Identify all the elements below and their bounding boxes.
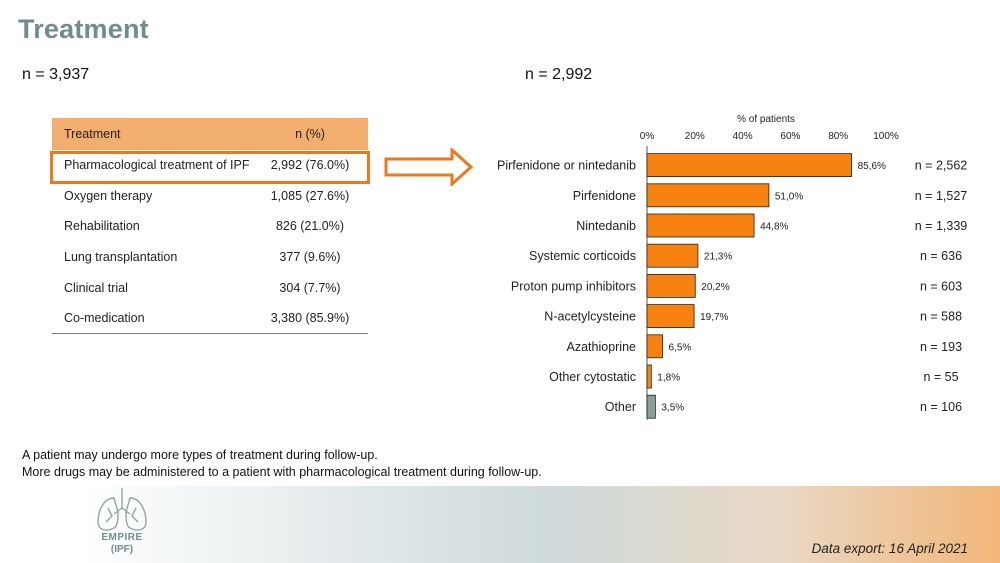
treatment-cell: Co-medication	[52, 302, 252, 335]
right-arrow-icon	[384, 148, 474, 186]
category-label: Other	[605, 400, 636, 414]
treatment-table: Treatment n (%) Pharmacological treatmen…	[52, 118, 368, 335]
bar	[646, 273, 696, 298]
count-cell: 377 (9.6%)	[279, 250, 341, 265]
category-label: Other cytostatic	[549, 370, 636, 384]
count-label: n = 55	[923, 370, 958, 384]
logo-text: EMPIRE	[101, 532, 143, 543]
x-tick-label: 0%	[640, 131, 655, 142]
header-n: n (%)	[252, 118, 368, 150]
treatment-cell: Oxygen therapy	[64, 188, 153, 203]
lungs-logo-icon	[97, 488, 147, 531]
value-label: 3,5%	[661, 403, 684, 414]
count-cell: 1,085 (27.6%)	[270, 188, 350, 203]
count-cell: 826 (21.0%)	[275, 219, 345, 234]
value-label: 19,7%	[700, 312, 728, 323]
count-label: n = 603	[920, 279, 962, 293]
count-label: n = 588	[920, 310, 962, 324]
table-row: Co-medication 3,380 (85.9%)	[52, 302, 368, 335]
count-label: n = 2,562	[915, 159, 968, 173]
table-row: Pharmacological treatment of IPF 2,992 (…	[52, 150, 368, 181]
category-label: Azathioprine	[567, 340, 637, 354]
x-tick-label: 40%	[733, 131, 753, 142]
bottom-gradient-band	[0, 486, 1000, 563]
count-label: n = 1,527	[915, 189, 968, 203]
category-label: Nintedanib	[576, 219, 636, 233]
count-label: n = 106	[920, 400, 962, 414]
bar	[646, 243, 699, 268]
bar	[646, 394, 656, 419]
footnote-line: More drugs may be administered to a pati…	[22, 465, 542, 479]
bar	[646, 364, 652, 389]
bar	[646, 213, 755, 238]
bar	[646, 183, 770, 208]
category-label: N-acetylcysteine	[544, 310, 636, 324]
bar	[646, 304, 695, 329]
x-tick-label: 60%	[780, 131, 800, 142]
page-title: Treatment	[18, 14, 149, 44]
treatment-cell: Lung transplantation	[64, 250, 178, 265]
value-label: 6,5%	[669, 342, 692, 353]
table-row: Rehabilitation 826 (21.0%)	[52, 211, 368, 242]
value-label: 1,8%	[657, 373, 680, 384]
value-label: 20,2%	[701, 282, 729, 293]
table-row: Oxygen therapy 1,085 (27.6%)	[52, 181, 368, 212]
count-cell: 304 (7.7%)	[279, 280, 341, 295]
table-header-row: Treatment n (%)	[52, 118, 368, 150]
table-row: Clinical trial 304 (7.7%)	[52, 272, 368, 303]
bar	[646, 334, 663, 359]
total-count-right: n = 2,992	[525, 66, 593, 83]
category-label: Pirfenidone	[573, 189, 636, 203]
total-count-left: n = 3,937	[22, 66, 90, 83]
logo-subtext: (IPF)	[110, 544, 134, 555]
category-label: Systemic corticoids	[529, 249, 636, 263]
value-label: 44,8%	[760, 222, 788, 233]
count-label: n = 636	[920, 249, 962, 263]
count-label: n = 1,339	[915, 219, 968, 233]
data-export-date: Data export: 16 April 2021	[811, 541, 968, 556]
bar	[646, 153, 852, 177]
table-row: Lung transplantation 377 (9.6%)	[52, 242, 368, 273]
highlight-box	[50, 151, 370, 184]
treatment-cell: Rehabilitation	[64, 219, 140, 234]
treatment-bar-chart: % of patients 0% 20% 40% 60% 80% 100% Pirfeni…	[497, 114, 968, 420]
value-label: 85,6%	[858, 161, 886, 172]
count-cell: 3,380 (85.9%)	[252, 302, 368, 335]
category-label: Proton pump inhibitors	[511, 279, 636, 293]
x-tick-label: 20%	[685, 131, 705, 142]
x-tick-label: 80%	[828, 131, 848, 142]
value-label: 51,0%	[775, 191, 803, 202]
count-cell: 2,992 (76.0%)	[270, 158, 350, 173]
header-treatment: Treatment	[52, 118, 252, 150]
value-label: 21,3%	[704, 252, 732, 263]
treatment-cell: Clinical trial	[64, 280, 128, 295]
x-axis-label: % of patients	[737, 114, 795, 125]
category-label: Pirfenidone or nintedanib	[497, 159, 636, 173]
count-label: n = 193	[920, 340, 962, 354]
x-tick-label: 100%	[873, 131, 899, 142]
treatment-cell: Pharmacological treatment of IPF	[64, 158, 250, 173]
footnote-line: A patient may undergo more types of trea…	[22, 448, 378, 462]
footnotes: A patient may undergo more types of trea…	[22, 447, 542, 481]
